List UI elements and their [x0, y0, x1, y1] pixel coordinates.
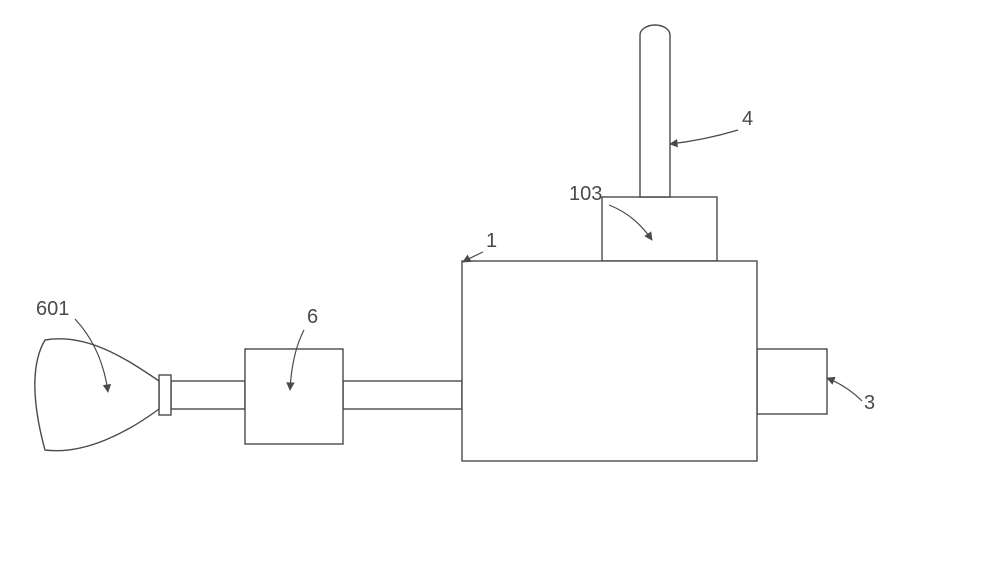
diagram-canvas: 601 6 1 103 4 3	[0, 0, 1000, 567]
left-block	[245, 349, 343, 444]
lbl-3-leader	[827, 378, 862, 401]
lbl-6: 6	[307, 306, 318, 328]
lbl-3: 3	[864, 392, 875, 414]
antenna-tip	[640, 25, 670, 35]
right-block	[757, 349, 827, 414]
connector-right	[343, 381, 462, 409]
antenna-shaft	[640, 35, 670, 197]
lbl-1: 1	[486, 230, 497, 252]
lbl-4: 4	[742, 108, 753, 130]
lbl-103: 103	[569, 183, 602, 205]
collar	[159, 375, 171, 415]
connector-left	[171, 381, 245, 409]
lbl-601: 601	[36, 298, 69, 320]
bulb	[35, 339, 159, 451]
upper-block	[602, 197, 717, 261]
lbl-4-leader	[670, 130, 738, 144]
main-body	[462, 261, 757, 461]
